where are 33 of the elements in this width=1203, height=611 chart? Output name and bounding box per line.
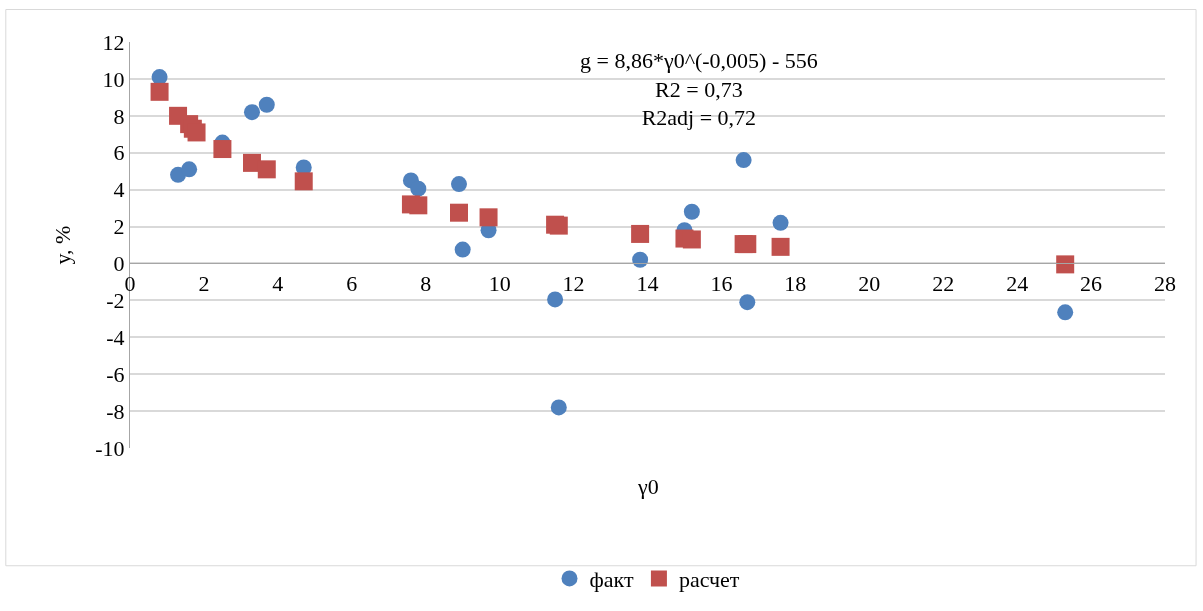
x-tick-label: 10	[488, 270, 511, 296]
y-tick-label: -4	[106, 324, 125, 350]
x-axis-title: γ0	[637, 474, 659, 499]
y-tick-label: 10	[102, 66, 125, 92]
x-tick-label: 12	[562, 270, 585, 296]
y-axis-title: y, %	[50, 225, 76, 265]
x-tick-label: 14	[636, 270, 659, 296]
y-tick-label: 6	[113, 140, 125, 166]
y-tick-label: 12	[102, 29, 125, 55]
x-tick-label: 4	[272, 270, 284, 296]
x-tick-label: 18	[784, 270, 807, 296]
x-tick-label: 6	[346, 270, 358, 296]
x-tick-label: 22	[932, 270, 955, 296]
x-tick-label: 2	[198, 270, 210, 296]
y-tick-label: 8	[113, 103, 125, 129]
annotation: g = 8,86*γ0^(-0,005) - 556	[580, 48, 818, 73]
y-tick-label: 0	[113, 251, 125, 277]
x-tick-label: 26	[1080, 270, 1103, 296]
x-tick-label: 28	[1154, 270, 1176, 296]
y-tick-label: -10	[95, 435, 125, 461]
x-tick-label: 16	[710, 270, 733, 296]
y-tick-label: -6	[106, 361, 125, 387]
annotation: R2adj = 0,72	[641, 105, 757, 131]
y-tick-label: -2	[106, 288, 125, 314]
legend-label: расчет	[678, 567, 740, 592]
y-tick-label: -8	[106, 398, 125, 424]
legend-label: факт	[589, 567, 634, 592]
x-tick-label: 24	[1006, 270, 1029, 296]
x-tick-label: 8	[420, 270, 432, 296]
x-tick-label: 20	[858, 270, 881, 296]
annotation: R2 = 0,73	[655, 76, 743, 102]
y-tick-label: 4	[113, 177, 125, 203]
y-tick-label: 2	[113, 214, 125, 240]
